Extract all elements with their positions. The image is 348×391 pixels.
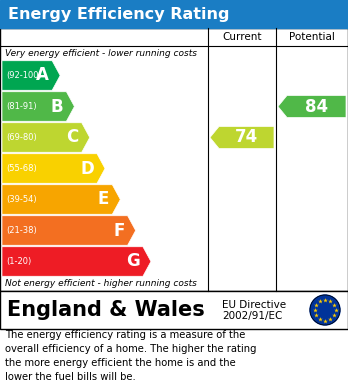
Text: lower the fuel bills will be.: lower the fuel bills will be. xyxy=(5,372,136,382)
Polygon shape xyxy=(278,95,346,118)
Bar xyxy=(0,0,348,28)
Text: B: B xyxy=(51,97,63,115)
Text: C: C xyxy=(66,129,79,147)
Bar xyxy=(0,28,348,291)
Text: England & Wales: England & Wales xyxy=(7,300,205,320)
Text: D: D xyxy=(80,160,94,178)
Text: E: E xyxy=(98,190,109,208)
Text: Very energy efficient - lower running costs: Very energy efficient - lower running co… xyxy=(5,48,197,57)
Text: overall efficiency of a home. The higher the rating: overall efficiency of a home. The higher… xyxy=(5,344,256,354)
Text: (92-100): (92-100) xyxy=(6,71,42,80)
Text: 84: 84 xyxy=(305,97,328,115)
Polygon shape xyxy=(2,216,136,245)
Polygon shape xyxy=(2,123,90,152)
Bar xyxy=(0,291,348,329)
Text: Potential: Potential xyxy=(289,32,335,42)
Text: (1-20): (1-20) xyxy=(6,257,31,266)
Text: Energy Efficiency Rating: Energy Efficiency Rating xyxy=(8,7,229,22)
Text: 74: 74 xyxy=(235,129,258,147)
Text: (69-80): (69-80) xyxy=(6,133,37,142)
Text: Current: Current xyxy=(222,32,262,42)
Text: (21-38): (21-38) xyxy=(6,226,37,235)
Text: (55-68): (55-68) xyxy=(6,164,37,173)
Polygon shape xyxy=(2,247,151,276)
Polygon shape xyxy=(2,92,74,121)
Polygon shape xyxy=(2,154,105,183)
Text: 2002/91/EC: 2002/91/EC xyxy=(222,311,282,321)
Text: the more energy efficient the home is and the: the more energy efficient the home is an… xyxy=(5,358,236,368)
Polygon shape xyxy=(210,127,274,149)
Text: Not energy efficient - higher running costs: Not energy efficient - higher running co… xyxy=(5,280,197,289)
Text: A: A xyxy=(36,66,49,84)
Text: (39-54): (39-54) xyxy=(6,195,37,204)
Text: EU Directive: EU Directive xyxy=(222,300,286,310)
Polygon shape xyxy=(2,185,120,214)
Circle shape xyxy=(310,295,340,325)
Text: G: G xyxy=(126,253,140,271)
Polygon shape xyxy=(2,61,60,90)
Text: F: F xyxy=(113,221,125,240)
Text: (81-91): (81-91) xyxy=(6,102,37,111)
Text: The energy efficiency rating is a measure of the: The energy efficiency rating is a measur… xyxy=(5,330,245,340)
